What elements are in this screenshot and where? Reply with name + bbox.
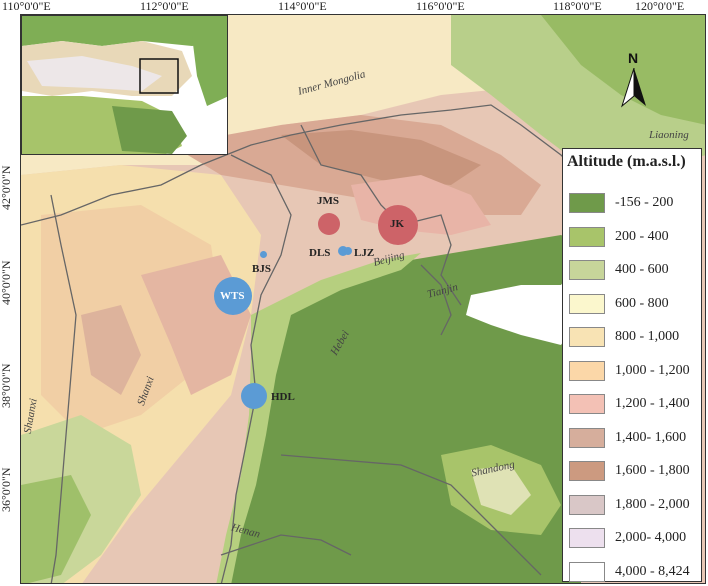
legend-label: 400 - 600 bbox=[615, 262, 669, 277]
inset-locator-map bbox=[21, 15, 228, 155]
north-arrow: N bbox=[620, 50, 648, 108]
legend-label: -156 - 200 bbox=[615, 195, 674, 210]
site-marker-hdl bbox=[241, 383, 267, 409]
legend-label: 200 - 400 bbox=[615, 228, 669, 244]
site-label-bjs: BJS bbox=[252, 263, 271, 275]
legend-label: 600 - 800 bbox=[615, 295, 669, 311]
site-marker-dls bbox=[338, 246, 348, 256]
site-marker-jk bbox=[378, 205, 418, 245]
legend-swatch bbox=[569, 193, 605, 213]
altitude-legend: Altitude (m.a.s.l.) -156 - 200 200 - 400 4… bbox=[562, 148, 702, 582]
latitude-tick-36n: 36°0'0"N bbox=[0, 467, 13, 512]
longitude-tick-116e: 116°0'0"E bbox=[416, 0, 465, 13]
latitude-tick-38n: 38°0'0"N bbox=[0, 363, 13, 408]
site-label-ljz: LJZ bbox=[354, 247, 375, 259]
legend-label: 1,000 - 1,200 bbox=[615, 362, 690, 378]
legend-label: 1,400- 1,600 bbox=[615, 429, 687, 445]
legend-swatch bbox=[569, 461, 605, 481]
site-marker-bjs bbox=[260, 251, 267, 258]
site-label-dls: DLS bbox=[309, 247, 331, 259]
legend-swatch bbox=[569, 360, 605, 381]
legend-swatch bbox=[569, 561, 605, 582]
legend-swatch bbox=[569, 226, 605, 247]
inset-study-area-box bbox=[139, 58, 179, 94]
legend-label: 800 - 1,000 bbox=[615, 329, 680, 344]
legend-swatch bbox=[569, 528, 605, 548]
latitude-tick-40n: 40°0'0"N bbox=[0, 260, 13, 305]
site-marker-ljz bbox=[344, 247, 352, 255]
longitude-tick-114e: 114°0'0"E bbox=[278, 0, 327, 13]
site-label-jk: JK bbox=[390, 218, 405, 230]
site-label-jms: JMS bbox=[317, 195, 339, 207]
legend-label: 1,200 - 1,400 bbox=[615, 396, 690, 411]
legend-swatch bbox=[569, 327, 605, 347]
longitude-tick-118e: 118°0'0"E bbox=[553, 0, 602, 13]
longitude-tick-120e: 120°0'0"E bbox=[635, 0, 685, 13]
longitude-tick-112e: 112°0'0"E bbox=[140, 0, 189, 13]
site-marker-jms bbox=[318, 213, 340, 235]
legend-label: 1,800 - 2,000 bbox=[615, 496, 690, 512]
inset-terrain bbox=[22, 16, 227, 154]
latitude-tick-42n: 42°0'0"N bbox=[0, 165, 13, 210]
north-arrow-label: N bbox=[628, 50, 639, 66]
site-marker-wts bbox=[214, 277, 252, 315]
legend-label: 2,000- 4,000 bbox=[615, 530, 687, 545]
legend-label: 1,600 - 1,800 bbox=[615, 463, 690, 478]
legend-title: Altitude (m.a.s.l.) bbox=[567, 153, 686, 170]
longitude-tick-110e: 110°0'0"E bbox=[2, 0, 51, 13]
legend-swatch bbox=[569, 260, 605, 280]
site-label-hdl: HDL bbox=[271, 391, 295, 403]
legend-swatch bbox=[569, 293, 605, 314]
legend-swatch bbox=[569, 394, 605, 414]
legend-label: 4,000 - 8,424 bbox=[615, 563, 690, 579]
legend-swatch bbox=[569, 427, 605, 448]
region-label-liaoning: Liaoning bbox=[649, 129, 689, 141]
site-label-wts: WTS bbox=[220, 290, 245, 302]
legend-swatch bbox=[569, 494, 605, 515]
north-arrow-icon bbox=[621, 68, 646, 108]
